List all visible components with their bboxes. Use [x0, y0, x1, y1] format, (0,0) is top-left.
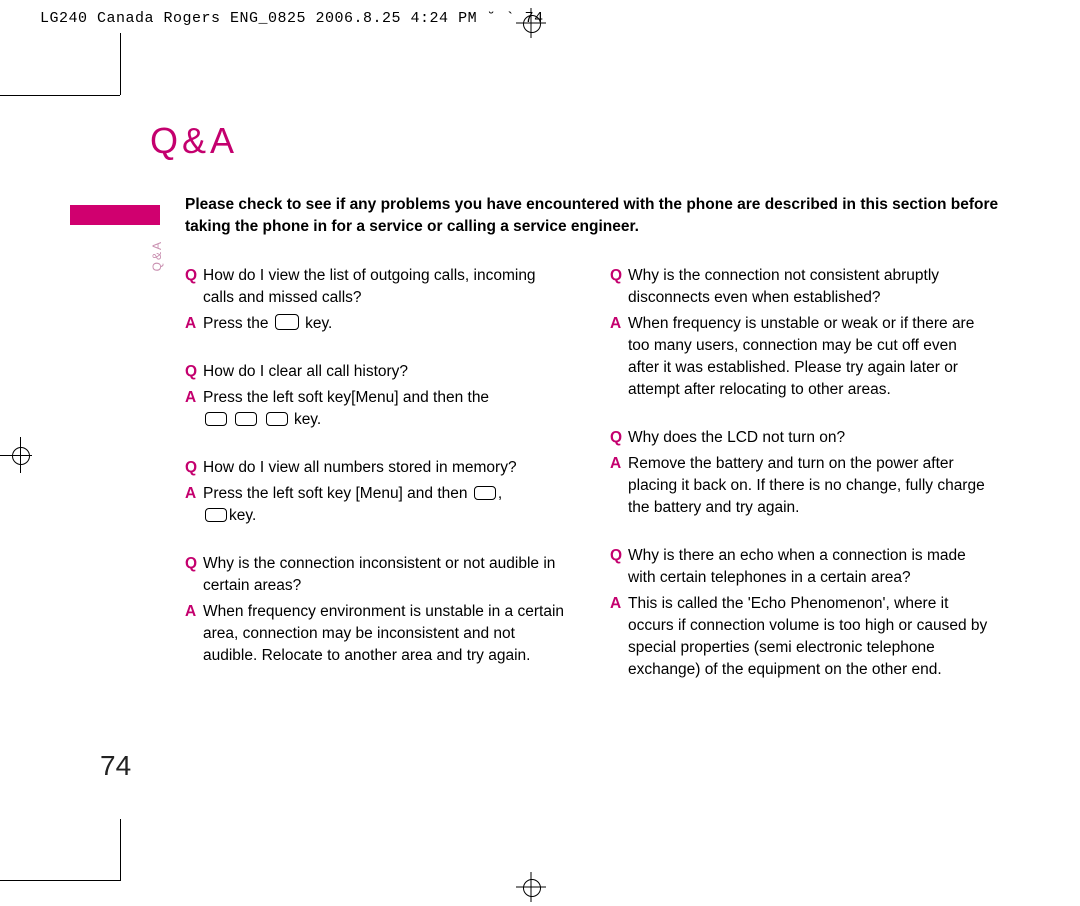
answer-text: This is called the 'Echo Phenomenon', wh… [628, 593, 990, 681]
crop-mark [120, 33, 121, 95]
a-marker: A [610, 453, 628, 519]
qa-item: Q Why is the connection inconsistent or … [185, 553, 565, 667]
question-text: Why is the connection inconsistent or no… [203, 553, 565, 597]
question-text: How do I view all numbers stored in memo… [203, 457, 517, 479]
answer-text: When frequency is unstable or weak or if… [628, 313, 990, 401]
registration-mark [520, 876, 542, 898]
key-icon [275, 314, 299, 330]
qa-item: Q How do I clear all call history? A Pre… [185, 361, 565, 431]
crop-mark [0, 95, 120, 96]
crop-mark [120, 819, 121, 881]
answer-text: Remove the battery and turn on the power… [628, 453, 990, 519]
right-column: Q Why is the connection not consistent a… [610, 265, 990, 707]
q-marker: Q [185, 265, 203, 309]
key-icon [205, 508, 227, 522]
qa-item: Q How do I view all numbers stored in me… [185, 457, 565, 527]
question-text: How do I view the list of outgoing calls… [203, 265, 565, 309]
question-text: Why is there an echo when a connection i… [628, 545, 990, 589]
a-marker: A [185, 387, 203, 431]
answer-text: Press the left soft key[Menu] and then t… [203, 387, 489, 431]
q-marker: Q [185, 553, 203, 597]
page-title: Q&A [150, 120, 1020, 162]
qa-item: Q Why is there an echo when a connection… [610, 545, 990, 681]
a-marker: A [185, 601, 203, 667]
qa-item: Q How do I view the list of outgoing cal… [185, 265, 565, 335]
a-marker: A [185, 313, 203, 335]
doc-header: LG240 Canada Rogers ENG_0825 2006.8.25 4… [40, 10, 544, 27]
a-marker: A [610, 313, 628, 401]
a-marker: A [185, 483, 203, 527]
qa-item: Q Why is the connection not consistent a… [610, 265, 990, 401]
a-marker: A [610, 593, 628, 681]
question-text: Why does the LCD not turn on? [628, 427, 845, 449]
answer-text: When frequency environment is unstable i… [203, 601, 565, 667]
page-content: Q&A Q&A Please check to see if any probl… [100, 120, 1020, 707]
q-marker: Q [610, 265, 628, 309]
intro-text: Please check to see if any problems you … [185, 194, 1010, 239]
q-marker: Q [610, 545, 628, 589]
key-icon [235, 412, 257, 426]
page-number: 74 [100, 750, 131, 782]
q-marker: Q [610, 427, 628, 449]
side-label: Q&A [150, 240, 164, 271]
question-text: How do I clear all call history? [203, 361, 408, 383]
question-text: Why is the connection not consistent abr… [628, 265, 990, 309]
left-column: Q How do I view the list of outgoing cal… [185, 265, 565, 707]
q-marker: Q [185, 457, 203, 479]
qa-item: Q Why does the LCD not turn on? A Remove… [610, 427, 990, 519]
crop-mark [0, 880, 120, 881]
q-marker: Q [185, 361, 203, 383]
answer-text: Press the key. [203, 313, 332, 335]
answer-text: Press the left soft key [Menu] and then … [203, 483, 502, 527]
accent-bar [70, 205, 160, 225]
key-icon [205, 412, 227, 426]
registration-mark [520, 12, 542, 34]
key-icon [266, 412, 288, 426]
key-icon [474, 486, 496, 500]
